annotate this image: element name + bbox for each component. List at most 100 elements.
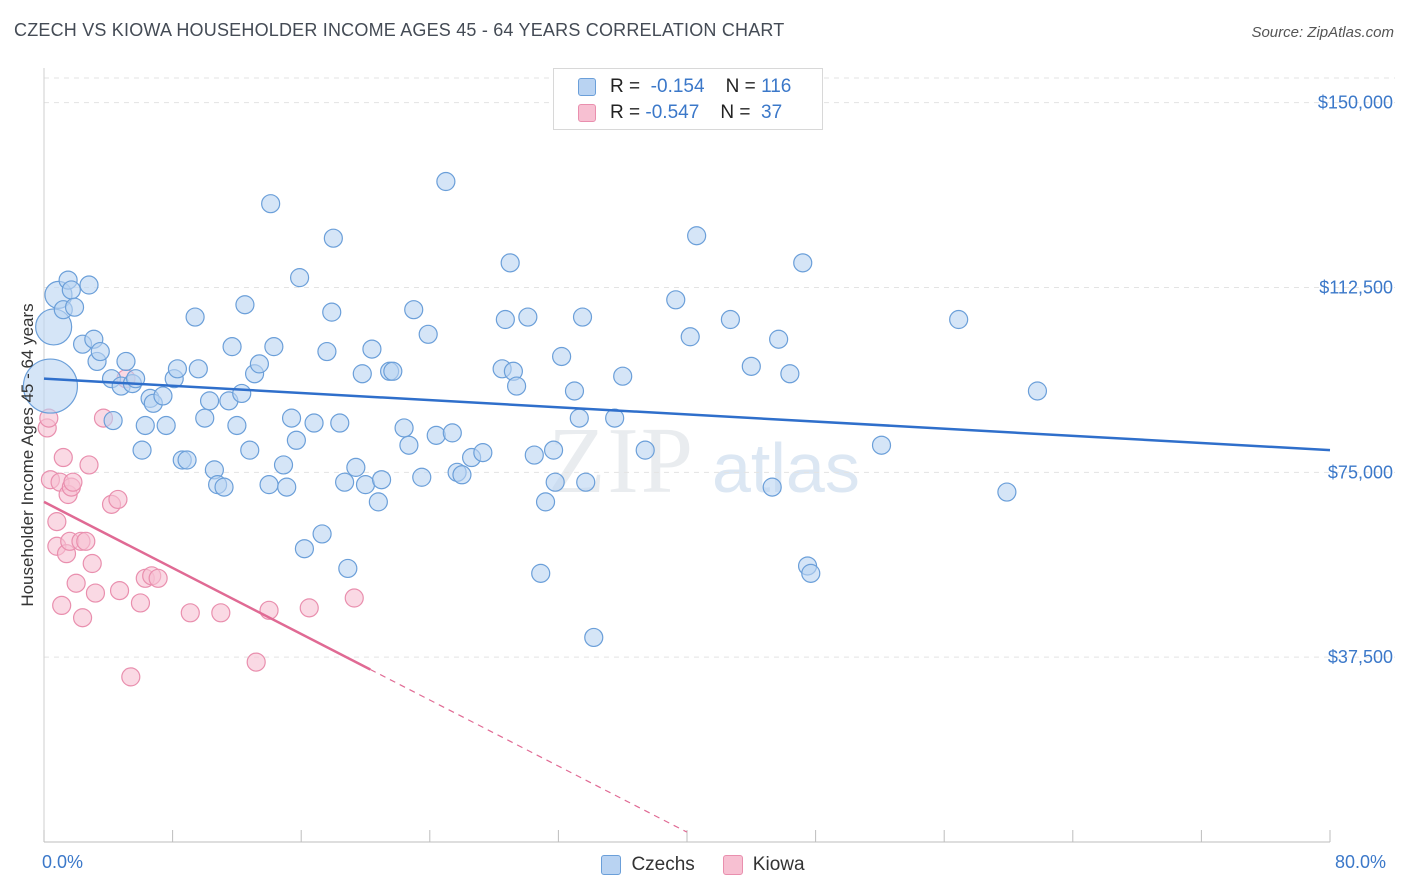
czech-point xyxy=(871,435,892,455)
gridlines xyxy=(44,77,1395,658)
czech-point xyxy=(312,524,332,544)
czech-point xyxy=(576,472,596,492)
czech-point xyxy=(666,290,686,310)
czech-point xyxy=(418,324,438,344)
y-tick-labels: $37,500 $75,000 $112,500 $150,000 xyxy=(1318,93,1393,668)
czech-point xyxy=(235,295,255,315)
y-tick-label: $150,000 xyxy=(1318,93,1393,113)
watermark-atlas: atlas xyxy=(712,429,860,507)
czech-point xyxy=(1027,381,1048,401)
legend-r-label: R = xyxy=(610,76,641,97)
czech-point xyxy=(273,455,294,475)
czech-point xyxy=(584,627,604,648)
czech-point xyxy=(769,329,789,349)
czech-point xyxy=(426,425,446,445)
czech-point xyxy=(286,430,306,450)
czech-point xyxy=(500,253,520,273)
czech-point xyxy=(322,302,342,322)
legend-item-czechs[interactable]: Czechs xyxy=(601,854,695,876)
czech-point xyxy=(412,467,432,487)
czech-point xyxy=(240,440,260,460)
czech-point xyxy=(518,307,538,327)
czech-point xyxy=(317,341,337,362)
czech-point xyxy=(569,408,589,428)
kiowa-point xyxy=(82,553,102,574)
czech-point xyxy=(495,309,515,330)
legend-item-kiowa[interactable]: Kiowa xyxy=(722,854,805,876)
legend-row-czechs: R = -0.154 N = 116 xyxy=(578,75,791,99)
czech-point xyxy=(232,383,252,404)
legend-r-label: R = xyxy=(610,102,641,123)
czech-point xyxy=(199,391,220,411)
czech-point xyxy=(404,300,424,320)
czech-point xyxy=(507,376,527,396)
czech-point xyxy=(195,408,215,428)
czech-point xyxy=(103,410,123,431)
czech-point xyxy=(635,440,655,460)
legend-n-label: N = xyxy=(725,76,756,97)
x-tick-label-min: 0.0% xyxy=(42,852,84,872)
legend-label-kiowa: Kiowa xyxy=(752,854,805,875)
czech-points xyxy=(22,171,1048,648)
axes xyxy=(43,68,1331,843)
czech-point xyxy=(394,418,414,438)
czech-point xyxy=(362,339,382,359)
czech-point xyxy=(185,307,205,327)
czech-point xyxy=(304,413,324,433)
czech-point xyxy=(188,359,208,379)
legend-r-value: -0.547 xyxy=(645,102,700,123)
y-tick-label: $75,000 xyxy=(1328,462,1393,482)
y-tick-label: $37,500 xyxy=(1328,647,1393,667)
kiowa-point xyxy=(52,595,72,616)
czech-point xyxy=(177,450,197,470)
kiowa-point xyxy=(109,581,130,601)
kiowa-point xyxy=(85,583,106,603)
czech-point xyxy=(801,563,821,583)
czech-point xyxy=(338,558,358,579)
y-tick-label: $112,500 xyxy=(1319,277,1393,297)
czech-point xyxy=(22,358,79,414)
source-label: Source: ZipAtlas.com xyxy=(1251,24,1394,41)
czech-point xyxy=(442,423,462,443)
czech-point xyxy=(949,309,969,330)
kiowa-legend-swatch xyxy=(722,855,743,875)
y-axis-label: Householder Income Ages 45 - 64 years xyxy=(18,303,37,607)
czech-point xyxy=(156,415,176,436)
trend-lines xyxy=(43,377,1331,833)
czech-point xyxy=(277,477,297,497)
czech-point xyxy=(552,346,572,367)
kiowa-point xyxy=(121,667,141,687)
czech-point xyxy=(132,440,152,460)
kiowa-point xyxy=(47,512,67,532)
czech-point xyxy=(264,337,284,357)
czech-point xyxy=(346,457,366,477)
czech-point xyxy=(222,337,242,357)
czech-point xyxy=(687,226,707,246)
czech-point xyxy=(261,194,281,214)
czech-point xyxy=(741,356,761,376)
kiowa-point xyxy=(79,455,99,475)
kiowa-point xyxy=(211,603,231,623)
czech-point xyxy=(61,280,81,300)
czech-point xyxy=(355,475,376,495)
czech-point xyxy=(153,386,173,406)
kiowa-point xyxy=(299,598,319,618)
legend-n-value: 116 xyxy=(761,76,792,97)
czech-point xyxy=(564,381,585,401)
x-tick-label-max: 80.0% xyxy=(1335,852,1387,872)
czech-point xyxy=(289,268,310,288)
czech-point xyxy=(531,563,551,583)
czech-point xyxy=(116,351,136,372)
kiowa-point xyxy=(53,447,73,468)
czech-point xyxy=(64,297,85,317)
czech-point xyxy=(473,443,493,463)
czech-point xyxy=(368,492,388,512)
czech-point xyxy=(227,415,247,436)
czech-point xyxy=(793,253,813,273)
kiowa-point xyxy=(344,588,364,608)
czech-point xyxy=(323,228,343,248)
czech-point xyxy=(436,171,456,192)
watermark-zip: ZIP xyxy=(548,409,695,513)
czech-point xyxy=(214,477,234,497)
